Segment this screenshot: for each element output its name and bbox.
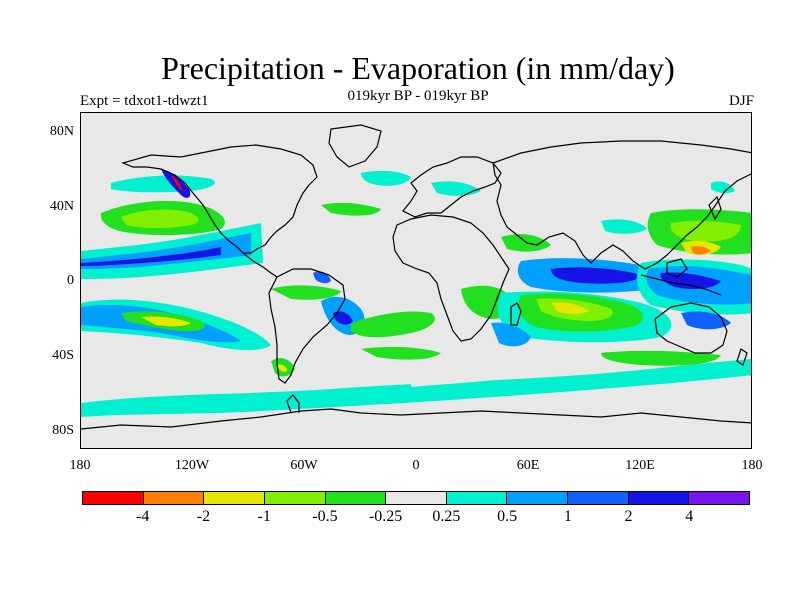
colorbar-label: -0.25 (368, 508, 403, 525)
y-tick-40s: 40S (52, 348, 74, 363)
coastline-new-zealand (736, 348, 748, 366)
colorbar-label: -4 (136, 508, 150, 525)
coastline-central-america (242, 252, 278, 278)
contour-spac-yellow (141, 316, 191, 327)
coastline-australia (654, 302, 728, 354)
y-tick-0: 0 (67, 273, 74, 288)
coastline-japan (708, 195, 722, 221)
coastline-africa (392, 214, 510, 342)
colorbar-swatch (204, 491, 265, 505)
coastline-madagascar (510, 302, 522, 326)
y-tick-80s: 80S (52, 423, 74, 438)
contour-npac-lime (121, 209, 199, 228)
colorbar-label: 4 (685, 508, 694, 525)
x-tick-0: 0 (412, 458, 420, 473)
contour-natl-3 (431, 181, 481, 196)
colorbar-swatch (264, 491, 326, 505)
contour-satl-south (361, 346, 441, 360)
contour-alaska-red (171, 175, 183, 191)
y-tick-40n: 40N (49, 199, 74, 214)
contour-spac-east (601, 350, 721, 366)
contour-samerica-dark (333, 311, 353, 325)
colorbar-swatch (689, 491, 751, 505)
colorbar-swatch (325, 491, 387, 505)
coastline-indonesia (640, 274, 722, 296)
coastline-north-america (121, 144, 318, 254)
coastline-south-america (268, 268, 346, 384)
x-tick-60w: 60W (290, 458, 318, 473)
colorbar-swatch (82, 491, 144, 505)
coastline-borneo (666, 258, 688, 278)
x-tick-120w: 120W (174, 458, 210, 473)
contour-southern-ocean-2 (411, 369, 551, 387)
contour-indian-yellow (551, 302, 589, 314)
contour-fills (81, 169, 751, 417)
contour-satl-green (351, 311, 435, 338)
coastline-greenland (328, 124, 382, 168)
plot-subtitle: 019kyr BP - 019kyr BP (347, 88, 489, 104)
coastline-antarctic-peninsula (286, 394, 300, 414)
contour-satl-green2 (271, 285, 341, 300)
colorbar-label: 0.5 (497, 508, 518, 525)
colorbar-swatch (143, 491, 205, 505)
colorbar-label: -2 (196, 508, 211, 525)
colorbar-swatch (507, 491, 569, 505)
coastline-antarctica (81, 408, 751, 430)
contour-equatorial-io-dark (551, 267, 641, 284)
colorbar-label: -1 (257, 508, 271, 525)
contour-npac-north (111, 175, 215, 193)
colorbar-swatch (628, 491, 690, 505)
contour-japan (711, 181, 735, 194)
season-label: DJF (728, 93, 754, 109)
colorbar (82, 491, 751, 505)
colorbar-swatch (446, 491, 508, 505)
contour-nwpac-red (691, 246, 711, 255)
coastlines (81, 124, 751, 430)
contour-australia-n (681, 311, 731, 330)
colorbar-swatch (568, 491, 629, 505)
colorbar-label: 2 (624, 508, 633, 525)
x-tick-180e: 180 (741, 458, 763, 473)
x-tick-180w: 180 (69, 458, 91, 473)
contour-southern-ocean (81, 359, 751, 417)
contour-nwpac-lime (670, 220, 741, 242)
contour-patagonia-y (277, 364, 287, 372)
contour-natl-cyan (361, 170, 411, 186)
map-svg (81, 124, 751, 430)
colorbar-label: 1 (563, 508, 572, 525)
contour-natl-2 (321, 202, 381, 216)
coastline-asia (492, 140, 751, 270)
colorbar-label: -0.5 (312, 508, 338, 525)
coastline-europe (402, 156, 502, 218)
colorbar-label: 0.25 (432, 508, 461, 525)
plot-title: Precipitation - Evaporation (in mm/day) (161, 50, 675, 86)
y-tick-80n: 80N (49, 124, 74, 139)
contour-alaska (161, 169, 191, 198)
colorbar-swatch (386, 491, 447, 505)
experiment-label: Expt = tdxot1-tdwzt1 (80, 93, 209, 109)
contour-madagascar-blue (491, 322, 531, 347)
contour-china (601, 219, 647, 234)
x-tick-60e: 60E (516, 458, 540, 473)
map-panel (80, 112, 752, 449)
x-tick-120e: 120E (625, 458, 655, 473)
contour-pacific-itcz-inner (81, 247, 221, 266)
